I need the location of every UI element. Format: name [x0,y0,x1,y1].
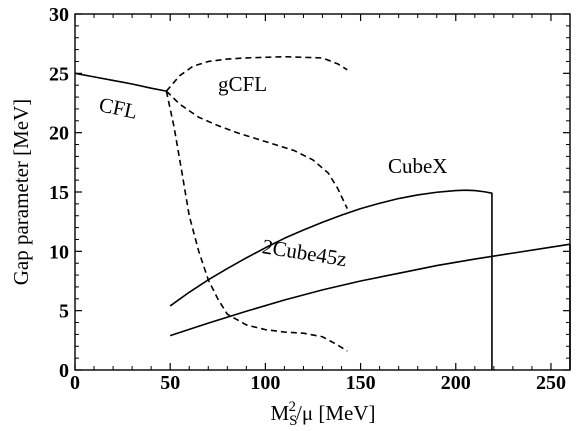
x-tick-label: 100 [250,372,280,394]
series-line-4 [165,90,348,352]
x-axis-label-rest: /μ [MeV] [296,401,376,425]
tick-group: 0 50 100 150 200 250 0 5 10 15 20 25 30 [49,4,570,394]
x-axis-label-base: M [270,401,289,425]
series-line-6 [169,243,571,370]
y-tick-label: 30 [49,4,69,26]
annotation-label: gCFL [218,72,267,96]
annotation-label: CFL [97,92,140,123]
series-line-2 [165,55,348,92]
y-axis-label: Gap parameter [MeV] [9,99,33,286]
x-axis-label-subscript: S [289,413,297,429]
series-line-1 [74,72,167,92]
x-tick-label: 0 [70,372,80,394]
x-tick-label: 250 [536,372,566,394]
y-tick-label: 10 [49,241,69,263]
y-tick-label: 25 [49,63,69,85]
y-tick-label: 15 [49,182,69,204]
annotation-label: CubeX [388,154,448,178]
y-tick-label: 20 [49,123,69,145]
x-tick-label: 200 [441,372,471,394]
annotation-group: CFL gCFL CubeX 2Cube45z [97,72,447,271]
annotation-label: 2Cube45z [261,234,349,271]
series-group [74,55,571,370]
x-axis-label: MS2/μ [MeV] [270,399,375,429]
x-tick-label: 50 [160,372,180,394]
y-tick-label: 0 [59,360,69,382]
y-tick-label: 5 [59,301,69,323]
x-axis-label-superscript: 2 [289,399,297,415]
series-line-5 [169,189,493,370]
plot-frame [74,13,571,371]
x-tick-label: 150 [346,372,376,394]
series-line-3 [165,90,348,209]
